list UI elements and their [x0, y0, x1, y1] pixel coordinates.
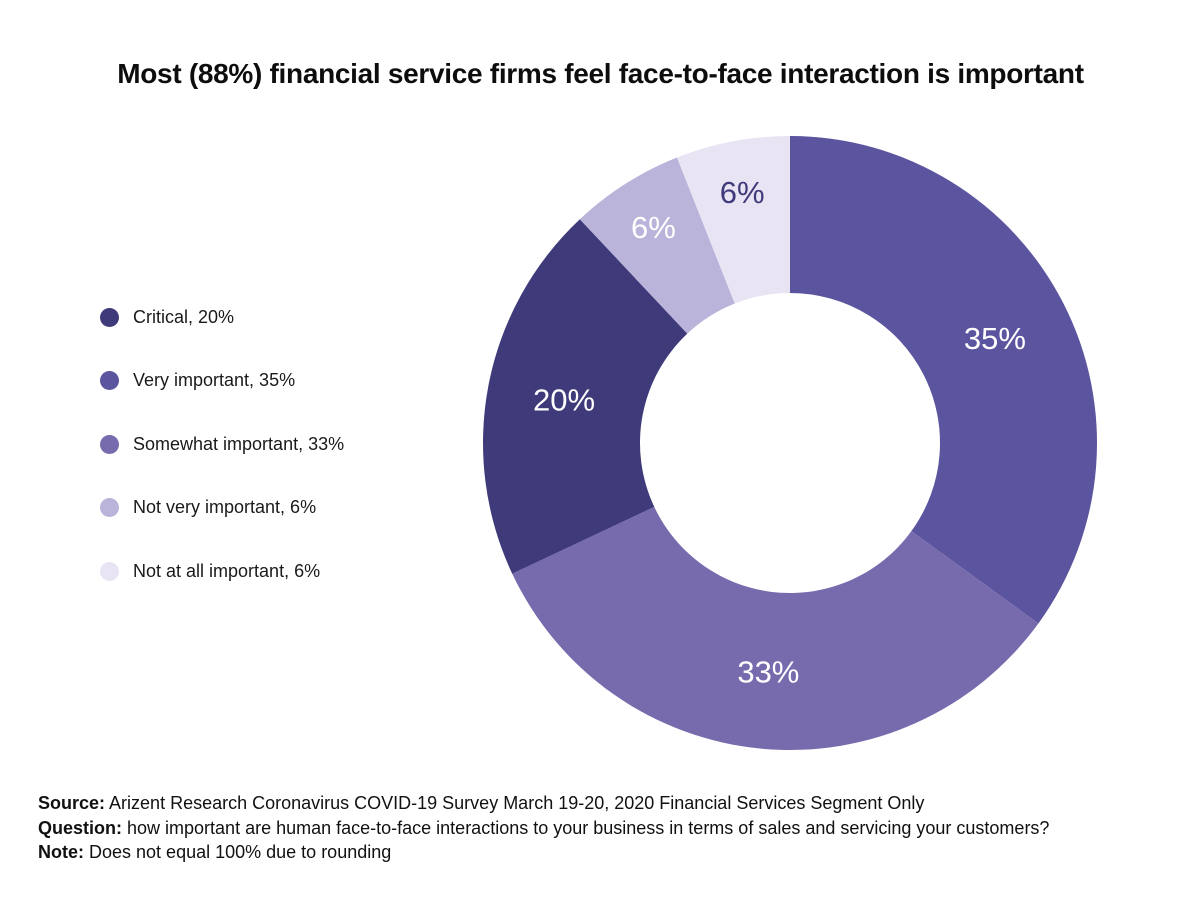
question-text: how important are human face-to-face int…	[127, 817, 1050, 838]
legend-item: Not very important, 6%	[100, 495, 344, 521]
donut-slice-not-at-all-important	[676, 136, 790, 304]
legend-label: Not very important, 6%	[133, 497, 317, 517]
slice-value-label: 6%	[720, 175, 765, 210]
legend-label: Somewhat important, 33%	[133, 433, 345, 454]
legend-item: Somewhat important, 33%	[100, 431, 344, 457]
slice-value-label: 35%	[964, 321, 1026, 356]
donut-slice-not-very-important	[579, 157, 735, 334]
legend-item: Very important, 35%	[100, 368, 344, 394]
legend-item: Critical, 20%	[100, 304, 344, 330]
legend-swatch	[100, 371, 119, 390]
legend-item: Not at all important, 6%	[100, 558, 344, 584]
legend-swatch	[100, 498, 119, 517]
note-label: Note:	[38, 842, 84, 862]
chart-title: Most (88%) financial service firms feel …	[117, 58, 1084, 89]
legend-label: Critical, 20%	[133, 306, 235, 327]
legend-label: Very important, 35%	[133, 370, 296, 390]
donut-slice-critical	[482, 219, 688, 574]
donut-slice-very-important	[790, 136, 1097, 624]
slice-value-label: 33%	[737, 654, 799, 689]
slice-value-label: 6%	[631, 210, 676, 245]
legend-swatch	[100, 561, 119, 581]
chart-legend: Critical, 20% Very important, 35% Somewh…	[100, 304, 344, 622]
note-text: Does not equal 100% due to rounding	[89, 842, 392, 862]
question-line: Question: how important are human face-t…	[38, 816, 1049, 841]
legend-label: Not at all important, 6%	[133, 560, 321, 581]
slice-value-label: 20%	[533, 382, 595, 417]
legend-swatch	[100, 434, 119, 454]
note-line: Note: Does not equal 100% due to roundin…	[38, 840, 1049, 865]
question-label: Question:	[38, 817, 122, 838]
source-label: Source:	[38, 793, 106, 813]
source-text: Arizent Research Coronavirus COVID-19 Su…	[109, 793, 925, 813]
source-line: Source: Arizent Research Coronavirus COV…	[38, 791, 1049, 816]
donut-slice-somewhat-important	[512, 506, 1039, 750]
legend-swatch	[100, 307, 119, 327]
chart-footer: Source: Arizent Research Coronavirus COV…	[38, 791, 1049, 865]
